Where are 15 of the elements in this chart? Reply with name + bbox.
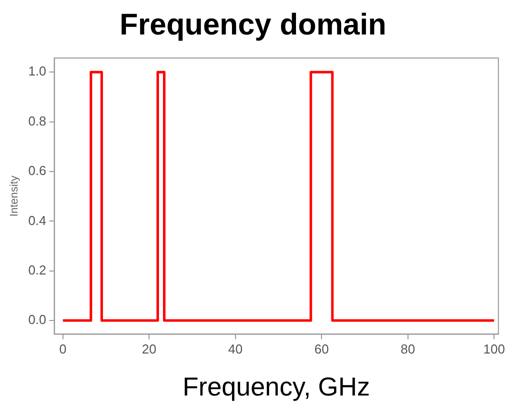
x-tick-label: 0 <box>59 342 67 357</box>
y-tick-label: 0.2 <box>28 262 46 278</box>
y-tick-label: 0.6 <box>28 163 46 178</box>
y-tick-label: 0.0 <box>28 312 46 328</box>
x-tick-label: 20 <box>142 342 156 357</box>
x-tick-label: 80 <box>400 342 416 357</box>
x-tick-label: 100 <box>483 342 505 357</box>
y-tick-label: 0.4 <box>28 212 46 228</box>
x-tick-label: 40 <box>228 342 243 357</box>
y-tick-label: 0.8 <box>28 113 46 128</box>
x-tick-label: 60 <box>314 342 329 357</box>
chart-title: Frequency domain <box>120 8 386 42</box>
y-axis-title: Intensity <box>8 175 21 217</box>
y-tick-label: 1.0 <box>28 64 46 79</box>
x-axis-title: Frequency, GHz <box>182 372 370 402</box>
